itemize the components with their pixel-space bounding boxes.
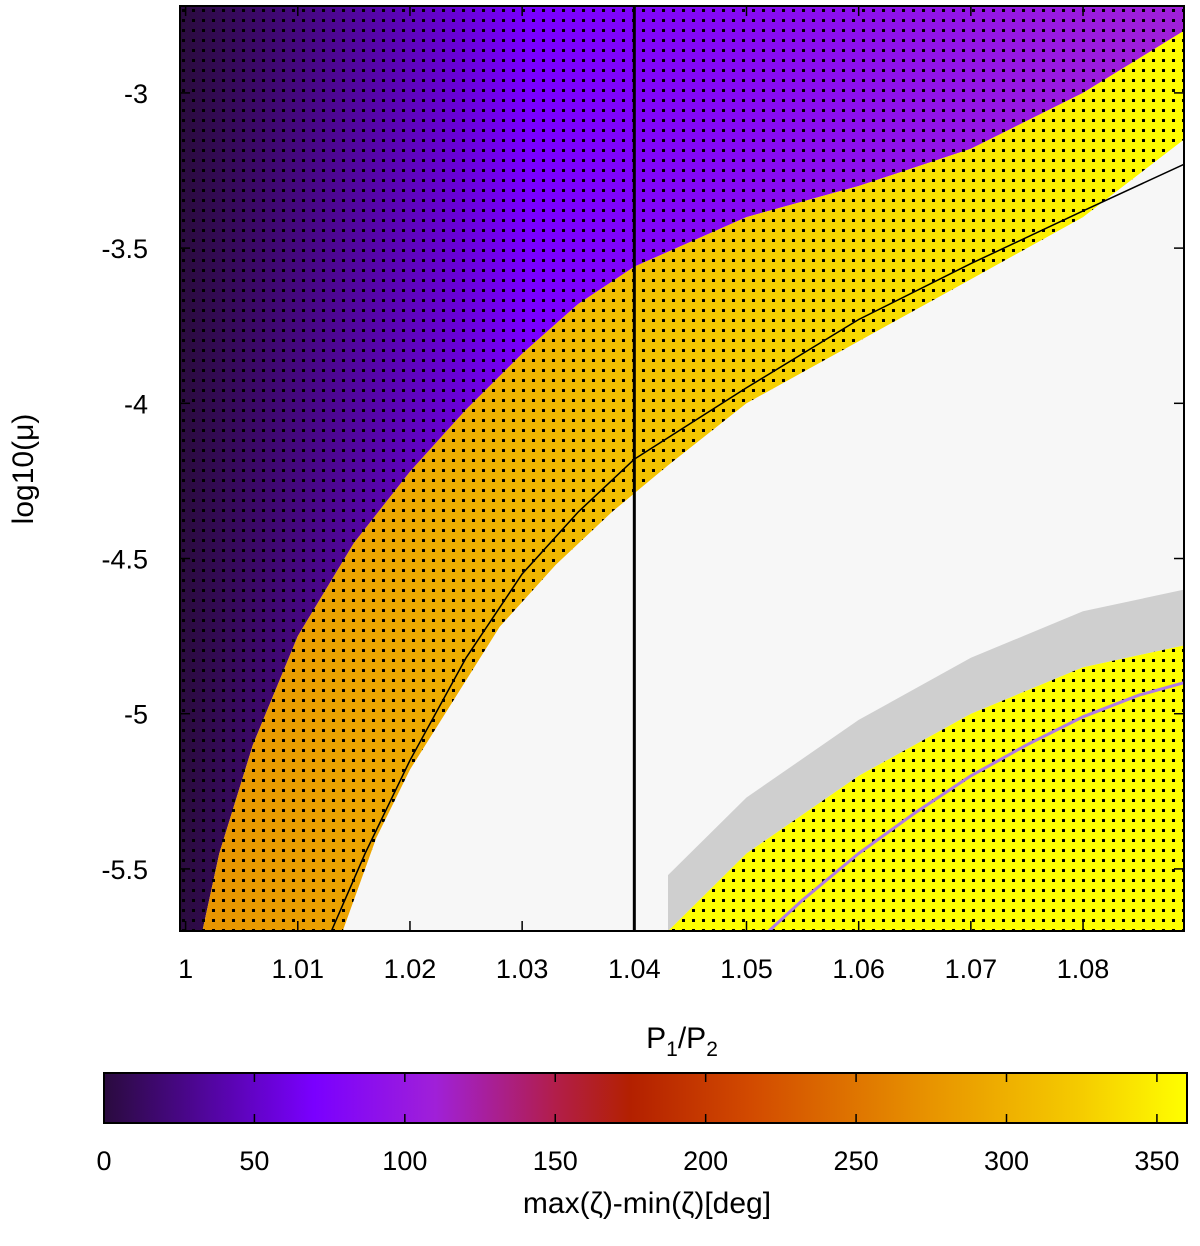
colorbar-ticks: 0 50 100 150 200 250 300 350 — [96, 1073, 1179, 1176]
black-curve — [330, 163, 1184, 931]
colorbar-tick-label: 200 — [683, 1146, 728, 1176]
x-tick-label: 1.07 — [945, 954, 998, 984]
colorbar-tick-label: 250 — [834, 1146, 879, 1176]
chart-marks — [330, 6, 1184, 931]
colorbar-title: max(ζ)-min(ζ)[deg] — [523, 1187, 771, 1220]
stable-dots-overlay — [180, 6, 1184, 931]
y-axis: -3 -3.5 -4 -4.5 -5 -5.5 — [101, 79, 1184, 885]
y-tick-label: -4.5 — [101, 545, 148, 575]
plot-frame — [179, 5, 1185, 932]
colorbar-tick-label: 150 — [533, 1146, 578, 1176]
x-axis-title: P1/P2 — [646, 1022, 718, 1061]
colorbar-tick-label: 50 — [239, 1146, 269, 1176]
y-axis-title: log10(μ) — [7, 414, 40, 525]
colorbar: 0 50 100 150 200 250 300 350 max(ζ)-min(ζ)[deg] — [96, 1072, 1188, 1220]
y-tick-label: -5.5 — [101, 855, 148, 885]
x-tick-label: 1.02 — [384, 954, 437, 984]
colorbar-tick-label: 350 — [1134, 1146, 1179, 1176]
purple-curve — [767, 681, 1184, 931]
x-tick-label: 1.05 — [720, 954, 773, 984]
x-tick-label: 1.01 — [272, 954, 325, 984]
x-tick-label: 1.04 — [608, 954, 661, 984]
colorbar-tick-label: 300 — [984, 1146, 1029, 1176]
heatmap-area — [180, 6, 1184, 931]
x-tick-label: 1.08 — [1057, 954, 1110, 984]
y-tick-label: -5 — [124, 700, 148, 730]
island-dots-overlay — [668, 645, 1184, 931]
x-axis: 1 1.01 1.02 1.03 1.04 1.05 1.06 1.07 1.08 — [178, 6, 1109, 984]
x-tick-label: 1.03 — [496, 954, 549, 984]
y-tick-label: -3 — [124, 79, 148, 109]
y-tick-label: -3.5 — [101, 234, 148, 264]
colorbar-ramp — [103, 1072, 1188, 1124]
x-tick-label: 1.06 — [832, 954, 885, 984]
y-tick-label: -4 — [124, 389, 148, 419]
chaotic-strip — [668, 589, 1184, 931]
colorbar-tick-label: 100 — [382, 1146, 427, 1176]
x-tick-label: 1 — [178, 954, 193, 984]
colorbar-tick-label: 0 — [96, 1146, 111, 1176]
